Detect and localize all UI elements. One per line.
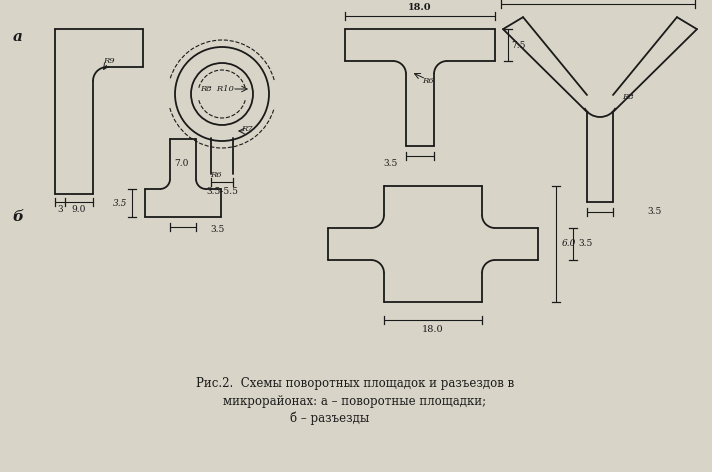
Text: 7.5: 7.5 (511, 41, 525, 50)
Text: 18.0: 18.0 (422, 325, 444, 334)
Text: R6: R6 (422, 77, 434, 85)
Text: б: б (13, 210, 23, 224)
Text: 9.0: 9.0 (72, 205, 86, 214)
Text: 3.5-5.5: 3.5-5.5 (206, 186, 238, 195)
Text: R8  R10: R8 R10 (200, 85, 234, 93)
Text: 3.5: 3.5 (112, 199, 127, 208)
Text: 6.0: 6.0 (562, 239, 576, 248)
Text: 18.0: 18.0 (408, 2, 431, 11)
Text: 3: 3 (57, 205, 63, 214)
Text: Рис.2.  Схемы поворотных площадок и разъездов в: Рис.2. Схемы поворотных площадок и разъе… (196, 378, 514, 390)
Text: R8: R8 (622, 93, 634, 101)
Text: б – разъезды: б – разъезды (290, 411, 370, 425)
Text: 3.5: 3.5 (211, 225, 225, 234)
Text: R7: R7 (241, 125, 253, 133)
Text: 7.0: 7.0 (174, 160, 188, 169)
Text: микрорайонах: а – поворотные площадки;: микрорайонах: а – поворотные площадки; (224, 395, 486, 407)
Text: R9: R9 (103, 57, 115, 65)
Text: a: a (13, 30, 23, 44)
Text: R6: R6 (210, 171, 222, 179)
Text: 3.5: 3.5 (648, 208, 662, 217)
Text: 3.5: 3.5 (384, 160, 398, 169)
Text: 3.5: 3.5 (579, 239, 593, 248)
